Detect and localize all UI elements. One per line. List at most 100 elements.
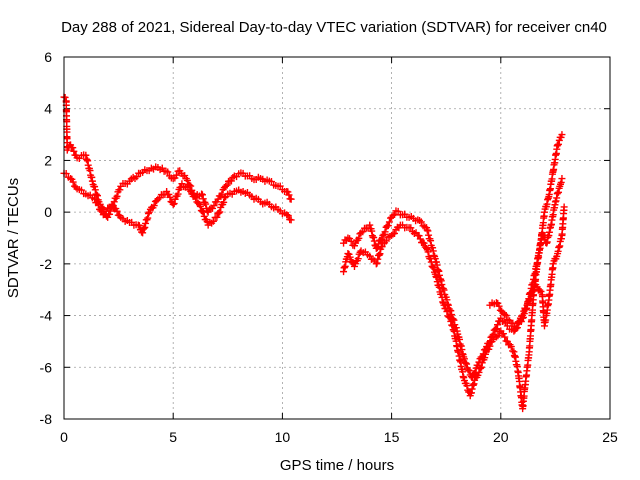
data-point — [284, 212, 292, 220]
data-point — [512, 325, 520, 332]
data-point — [359, 228, 367, 236]
data-point — [141, 223, 149, 231]
data-point — [88, 177, 96, 185]
data-point — [501, 333, 509, 341]
data-point — [354, 255, 362, 263]
data-point — [443, 296, 451, 304]
data-point — [373, 259, 381, 267]
data-point — [443, 307, 451, 315]
data-point — [494, 321, 502, 329]
data-point — [430, 264, 438, 272]
data-point — [201, 198, 209, 206]
data-point — [139, 225, 147, 233]
data-point — [91, 186, 99, 194]
data-point — [415, 232, 423, 240]
data-point — [407, 224, 415, 232]
data-point — [202, 200, 210, 208]
data-point — [199, 195, 207, 203]
data-point — [166, 193, 174, 201]
data-point — [221, 194, 229, 202]
data-point — [373, 244, 381, 252]
data-point — [519, 313, 527, 321]
chart-title: Day 288 of 2021, Sidereal Day-to-day VTE… — [61, 19, 607, 36]
data-point — [558, 175, 566, 183]
data-point — [174, 190, 182, 198]
data-point — [77, 186, 85, 194]
data-point — [444, 300, 452, 308]
data-point — [446, 313, 454, 321]
data-point — [218, 190, 226, 198]
data-point — [391, 229, 399, 237]
data-point — [481, 354, 489, 362]
y-tick-label: 0 — [44, 204, 52, 220]
data-point — [494, 332, 502, 340]
data-point — [283, 211, 291, 219]
series-2 — [60, 169, 295, 237]
data-point — [216, 208, 224, 216]
data-point — [482, 350, 490, 358]
data-point — [507, 343, 515, 351]
data-point — [92, 190, 100, 198]
data-point — [220, 198, 228, 206]
data-point — [462, 359, 470, 367]
data-point — [385, 218, 393, 226]
data-point — [199, 208, 207, 216]
data-point — [523, 304, 531, 312]
data-point — [183, 176, 191, 184]
data-point — [164, 168, 172, 176]
data-point — [389, 211, 397, 219]
data-point — [427, 258, 435, 266]
data-point — [142, 219, 150, 227]
data-point — [424, 248, 432, 256]
data-point — [439, 285, 447, 293]
y-tick-label: -4 — [40, 308, 53, 324]
x-tick-label: 20 — [493, 429, 509, 445]
data-point — [61, 93, 69, 101]
y-tick-label: -2 — [40, 256, 53, 272]
data-point — [447, 317, 455, 325]
data-point — [198, 191, 206, 199]
data-point — [447, 307, 455, 315]
data-point — [460, 355, 468, 363]
data-series — [60, 93, 568, 413]
data-point — [464, 366, 472, 374]
data-point — [144, 214, 152, 222]
y-axis-title: SDTVAR / TECUs — [5, 178, 22, 298]
data-point — [499, 330, 507, 338]
data-point — [429, 263, 437, 271]
data-point — [113, 192, 121, 200]
data-point — [470, 369, 478, 377]
data-point — [116, 186, 124, 194]
data-point — [192, 194, 200, 202]
data-point — [558, 131, 566, 139]
x-tick-label: 25 — [602, 429, 618, 445]
data-point — [417, 218, 425, 226]
data-point — [67, 175, 75, 183]
data-point — [560, 203, 568, 211]
y-tick-label: 4 — [44, 101, 52, 117]
data-point — [536, 286, 544, 294]
series-5 — [486, 203, 568, 332]
data-point — [170, 200, 178, 208]
data-point — [477, 364, 485, 372]
data-point — [465, 367, 473, 375]
data-point — [94, 201, 102, 209]
y-tick-label: -6 — [40, 359, 53, 375]
data-point — [101, 211, 109, 219]
data-point — [463, 360, 471, 368]
x-tick-label: 0 — [60, 429, 68, 445]
data-point — [519, 314, 527, 322]
data-point — [382, 237, 390, 245]
data-point — [144, 209, 152, 217]
data-point — [287, 195, 295, 203]
data-point — [169, 200, 177, 208]
x-tick-label: 15 — [384, 429, 400, 445]
data-point — [525, 296, 533, 304]
data-point — [227, 177, 235, 185]
data-point — [427, 255, 435, 263]
data-point — [475, 368, 483, 376]
x-tick-label: 10 — [275, 429, 291, 445]
data-point — [420, 239, 428, 247]
data-point — [374, 255, 382, 263]
